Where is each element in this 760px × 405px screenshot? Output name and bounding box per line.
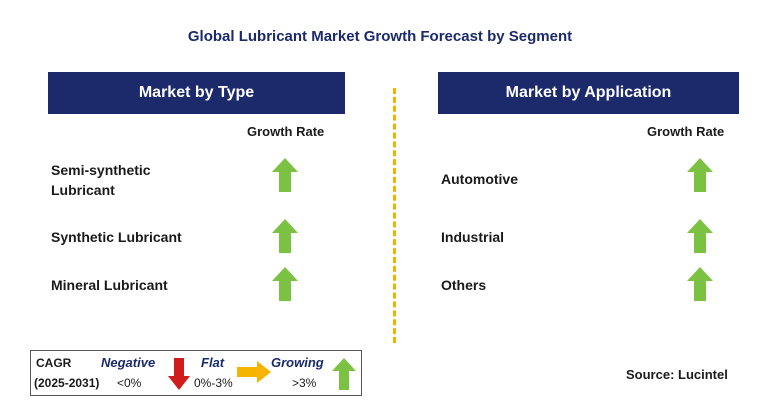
up-arrow-icon — [332, 358, 356, 390]
row-others: Others — [441, 277, 487, 293]
up-arrow-icon — [272, 219, 298, 253]
row-mineral-lubricant: Mineral Lubricant — [51, 277, 168, 293]
legend-negative-label: Negative — [101, 355, 156, 370]
legend-cagr-label: CAGR — [36, 356, 72, 370]
row-automotive: Automotive — [441, 171, 518, 187]
legend-period: (2025-2031) — [34, 376, 100, 390]
row-synthetic-lubricant: Synthetic Lubricant — [51, 229, 182, 245]
up-arrow-icon — [687, 267, 713, 301]
market-by-type-header: Market by Type — [48, 72, 345, 114]
left-growth-rate-label: Growth Rate — [247, 124, 325, 139]
source-label: Source: Lucintel — [626, 367, 728, 382]
market-by-application-header: Market by Application — [438, 72, 739, 114]
cagr-legend: CAGR (2025-2031) Negative <0% Flat 0%-3%… — [30, 350, 362, 396]
page-title: Global Lubricant Market Growth Forecast … — [187, 28, 573, 45]
panel-divider — [393, 88, 396, 343]
down-arrow-icon — [168, 358, 190, 390]
row-semi-synthetic-lubricant: Semi-synthetic Lubricant — [51, 162, 151, 198]
legend-flat-range: 0%-3% — [194, 376, 233, 390]
up-arrow-icon — [272, 158, 298, 192]
right-arrow-icon — [237, 361, 271, 383]
legend-flat-label: Flat — [201, 355, 225, 370]
legend-growing-range: >3% — [292, 376, 317, 390]
up-arrow-icon — [687, 158, 713, 192]
up-arrow-icon — [272, 267, 298, 301]
row-industrial: Industrial — [441, 229, 505, 245]
legend-negative-range: <0% — [117, 376, 142, 390]
up-arrow-icon — [687, 219, 713, 253]
legend-growing-label: Growing — [271, 355, 324, 370]
right-growth-rate-label: Growth Rate — [647, 124, 725, 139]
